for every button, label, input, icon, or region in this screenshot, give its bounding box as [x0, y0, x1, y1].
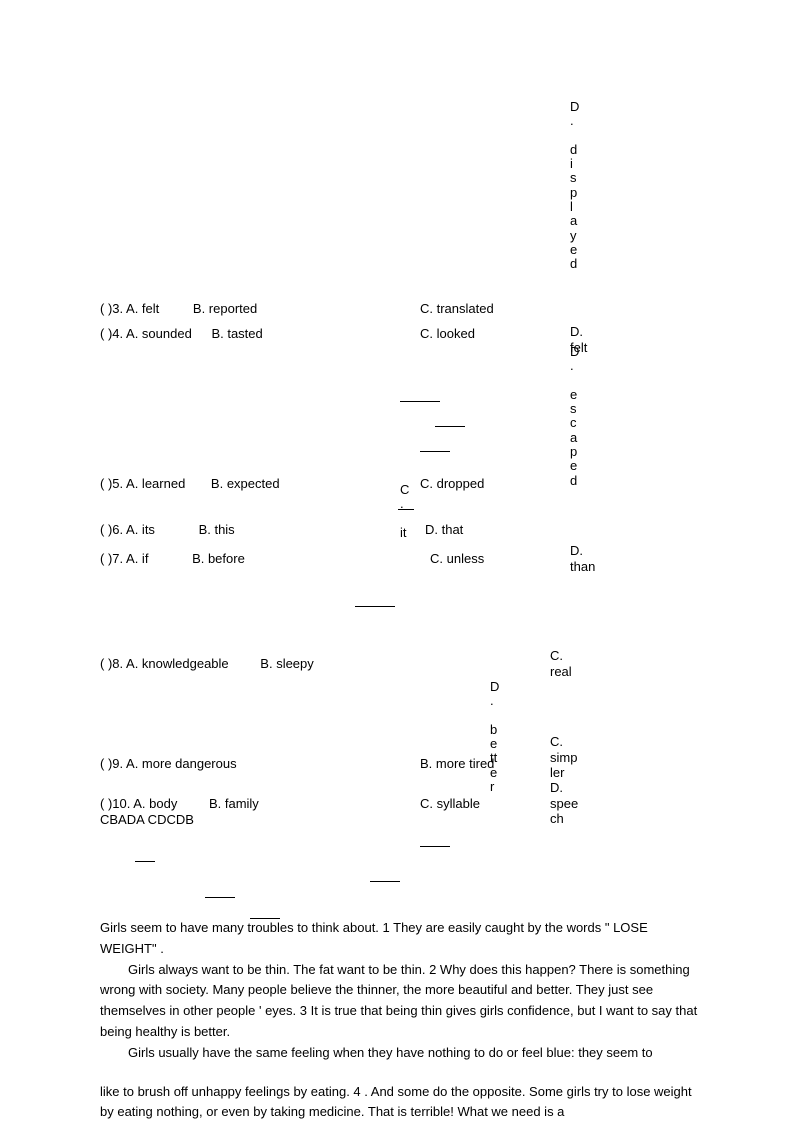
underline-decoration [135, 850, 155, 862]
option-c: C. unless [430, 549, 484, 569]
q-label: ( )9. [100, 756, 123, 771]
option-d-vertical: D . b e tt e r [490, 680, 499, 794]
underline-decoration [355, 595, 395, 607]
option-a: A. body [133, 796, 177, 811]
option-a: A. if [126, 551, 148, 566]
option-a: A. more dangerous [126, 756, 237, 771]
option-d-vertical: D . d i s p l a y e d [570, 100, 579, 272]
underline-decoration [398, 509, 414, 510]
question-6: ( )6. A. its B. this D. that [100, 520, 700, 540]
option-c: C. translated [420, 299, 494, 319]
question-10: ( )10. A. body B. family C. syllable D. … [100, 794, 700, 814]
q-label: ( )10. [100, 796, 130, 811]
question-7: ( )7. A. if B. before C. unless D. than [100, 549, 700, 569]
underline-decoration [420, 440, 450, 452]
question-3: ( )3. A. felt B. reported C. translated [100, 299, 700, 319]
option-c: C. simp ler [550, 734, 577, 781]
q-label: ( )8. [100, 656, 123, 671]
option-a: A. sounded [126, 326, 192, 341]
option-b: B. tasted [211, 326, 262, 341]
question-4: ( )4. A. sounded B. tasted C. looked D. … [100, 324, 700, 344]
option-b: B. more tired [420, 754, 494, 774]
option-a: A. learned [126, 476, 185, 491]
passage-p4: like to brush off unhappy feelings by ea… [100, 1082, 700, 1124]
option-b: B. sleepy [260, 656, 313, 671]
option-d: D. that [425, 520, 463, 540]
option-b: B. this [199, 522, 235, 537]
underline-decoration [420, 835, 450, 847]
q-label: ( )3. [100, 301, 123, 316]
option-b: B. family [209, 796, 259, 811]
underline-decoration [435, 415, 465, 427]
q-label: ( )6. [100, 522, 123, 537]
option-d: D. than [570, 543, 595, 574]
q-label: ( )5. [100, 476, 123, 491]
option-b: B. reported [193, 301, 257, 316]
underline-decoration [400, 390, 440, 402]
option-c: C. looked [420, 324, 475, 344]
passage-p3: Girls usually have the same feeling when… [100, 1043, 700, 1064]
underline-decoration [205, 886, 235, 898]
option-b: B. expected [211, 476, 280, 491]
q-label: ( )4. [100, 326, 123, 341]
option-c: C. real [550, 648, 572, 679]
question-8: ( )8. A. knowledgeable B. sleepy C. real [100, 654, 700, 674]
passage-p2: Girls always want to be thin. The fat wa… [100, 960, 700, 1043]
underline-decoration [370, 870, 400, 882]
option-c: C. dropped [420, 474, 484, 494]
passage-p1: Girls seem to have many troubles to thin… [100, 918, 700, 960]
question-9: ( )9. A. more dangerous B. more tired C.… [100, 754, 700, 774]
option-a: A. felt [126, 301, 159, 316]
option-b: B. before [192, 551, 245, 566]
option-d-vertical: D . e s c a p e d [570, 345, 579, 488]
answer-key: CBADA CDCDB [100, 812, 194, 827]
option-a: A. its [126, 522, 155, 537]
option-c: C. syllable [420, 794, 480, 814]
option-a: A. knowledgeable [126, 656, 229, 671]
option-d: D. spee ch [550, 780, 578, 827]
q-label: ( )7. [100, 551, 123, 566]
